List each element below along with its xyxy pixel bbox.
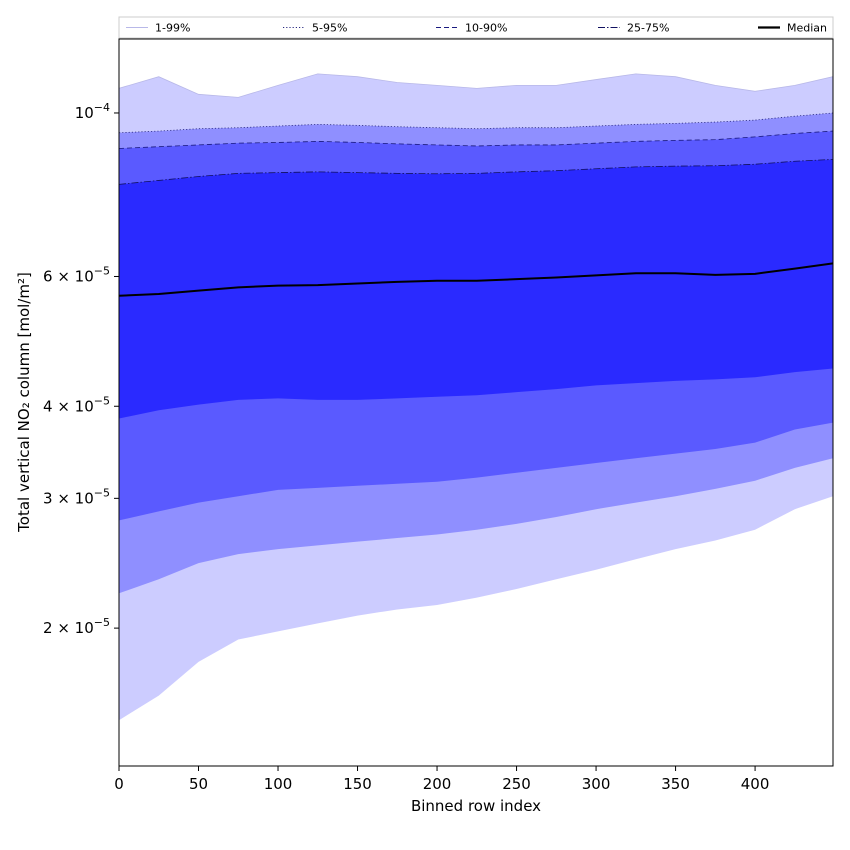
y-tick-label: 4 × 10−5 (43, 394, 110, 415)
y-axis: 10−4 6 × 10−5 4 × 10−5 3 × 10−5 2 × 10−5 (43, 101, 119, 637)
median-line (119, 262, 833, 297)
legend: 1-99% 5-95% 10-90% 25-75% Median (118, 16, 834, 39)
x-axis: 0 50 100 150 200 250 300 350 400 (114, 766, 769, 793)
band-10-90-upper-edge (119, 130, 833, 149)
y-tick-label: 2 × 10−5 (43, 616, 110, 637)
y-tick-label: 3 × 10−5 (43, 486, 110, 507)
plot-frame (118, 38, 834, 767)
y-axis-label: Total vertical NO₂ column [mol/m²] (15, 272, 33, 533)
median-series (119, 262, 833, 297)
x-tick-label: 200 (423, 775, 452, 793)
x-tick-label: 0 (114, 775, 124, 793)
legend-label-median: Median (787, 22, 827, 35)
x-axis-label: Binned row index (411, 797, 541, 815)
x-tick-label: 150 (343, 775, 372, 793)
y-tick-label: 6 × 10−5 (43, 264, 110, 285)
band-25-75-upper-edge (119, 158, 833, 185)
x-tick-label: 50 (189, 775, 208, 793)
band-1-99-upper-edge (119, 73, 833, 98)
band-25-75 (119, 159, 833, 419)
x-tick-label: 350 (661, 775, 690, 793)
percentile-bands (119, 73, 833, 721)
legend-label-5-95: 5-95% (312, 22, 347, 35)
legend-label-25-75: 25-75% (627, 22, 669, 35)
legend-box (118, 16, 834, 39)
legend-label-10-90: 10-90% (465, 22, 507, 35)
x-tick-label: 250 (502, 775, 531, 793)
x-tick-label: 300 (582, 775, 611, 793)
band-5-95-upper-edge (119, 112, 833, 134)
y-tick-label: 10−4 (75, 101, 110, 122)
legend-label-1-99: 1-99% (155, 22, 190, 35)
x-tick-label: 400 (741, 775, 770, 793)
x-tick-label: 100 (264, 775, 293, 793)
